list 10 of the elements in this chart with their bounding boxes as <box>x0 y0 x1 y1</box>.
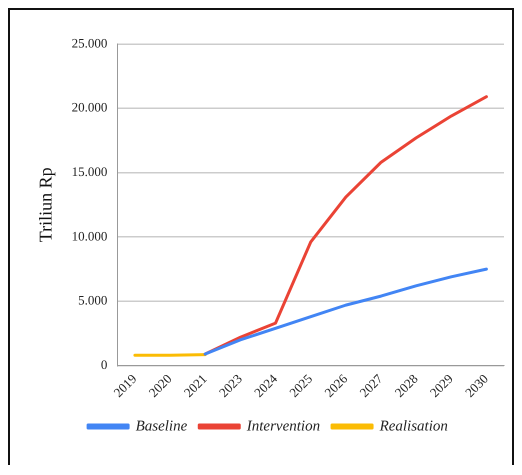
y-tick-label: 5.000 <box>78 292 108 308</box>
legend-label: Realisation <box>378 418 448 434</box>
legend-label: Baseline <box>136 418 188 434</box>
y-tick-label: 25.000 <box>72 35 108 50</box>
y-tick-label: 20.000 <box>72 100 108 115</box>
legend-label: Intervention <box>246 418 320 434</box>
y-tick-label: 10.000 <box>72 228 108 244</box>
y-axis-title: Triliun Rp <box>36 167 56 242</box>
y-tick-label: 15.000 <box>72 164 108 180</box>
y-tick-label: 0 <box>100 357 108 372</box>
